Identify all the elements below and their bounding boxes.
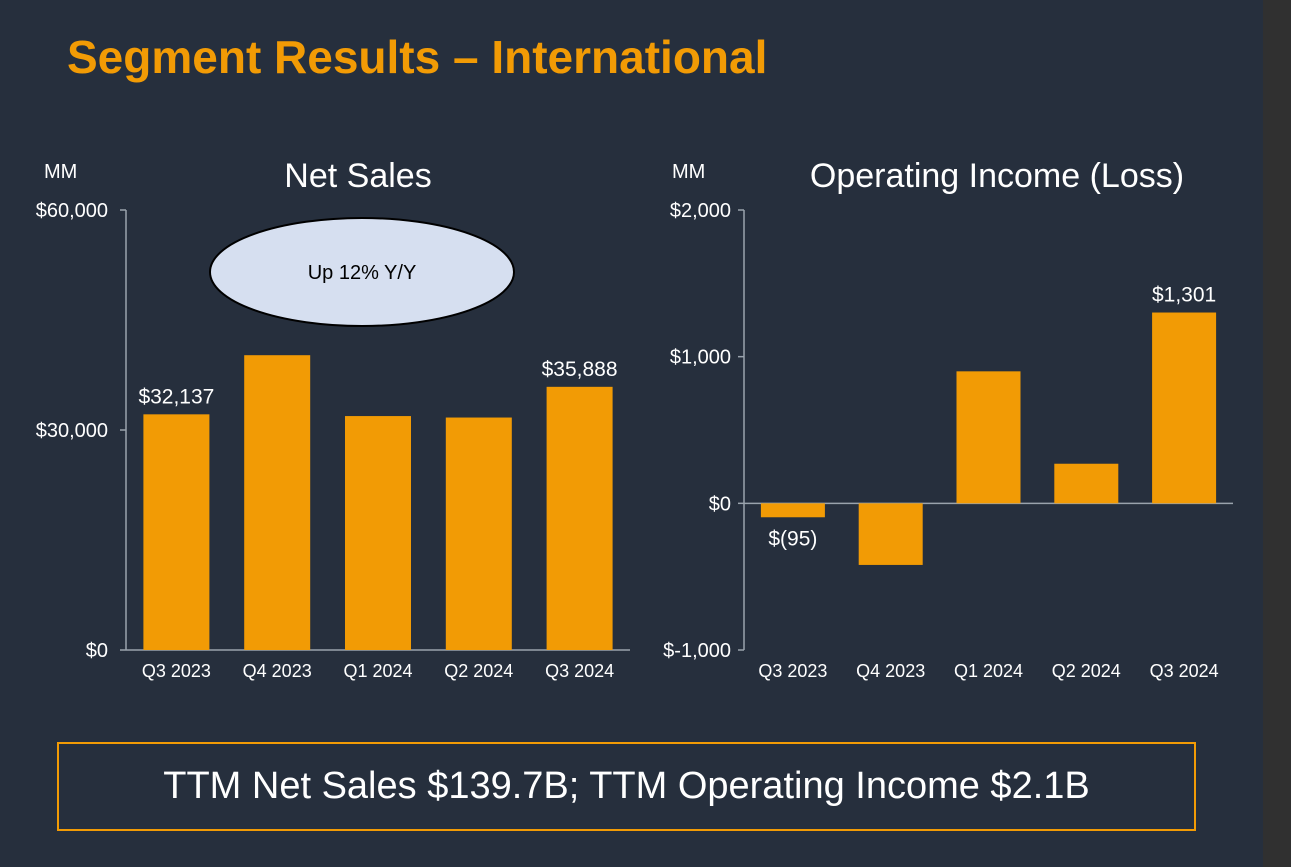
y-tick-label: $1,000 <box>670 347 731 369</box>
bar-q3-2024 <box>546 386 613 650</box>
y-tick-label: $30,000 <box>36 420 108 442</box>
chart-title: Operating Income (Loss) <box>810 157 1184 195</box>
x-tick-label: Q4 2023 <box>856 661 925 681</box>
bar-q3-2024 <box>1152 312 1217 504</box>
x-tick-label: Q2 2024 <box>1052 661 1121 681</box>
chart-title: Net Sales <box>284 157 431 195</box>
data-label: $32,137 <box>138 385 214 408</box>
callout-bubble <box>209 217 515 327</box>
y-tick-label: $60,000 <box>36 200 108 222</box>
x-tick-label: Q1 2024 <box>954 661 1023 681</box>
ttm-summary-text: TTM Net Sales $139.7B; TTM Operating Inc… <box>163 765 1090 807</box>
bar-q3-2023 <box>760 503 825 518</box>
ttm-summary-box: TTM Net Sales $139.7B; TTM Operating Inc… <box>57 742 1196 831</box>
bar-q1-2024 <box>345 416 411 650</box>
x-tick-label: Q3 2023 <box>142 661 211 681</box>
bar-q3-2023 <box>143 414 210 650</box>
x-tick-label: Q2 2024 <box>444 661 513 681</box>
y-tick-label: $2,000 <box>670 200 731 222</box>
bar-q2-2024 <box>445 417 512 650</box>
data-label: $1,301 <box>1152 284 1216 307</box>
x-tick-label: Q1 2024 <box>343 661 412 681</box>
bar-q2-2024 <box>1054 463 1119 504</box>
data-label: $(95) <box>768 527 817 550</box>
x-tick-label: Q3 2023 <box>758 661 827 681</box>
bar-q4-2023 <box>858 503 923 565</box>
window-edge-strip <box>1263 0 1291 867</box>
bar-q4-2023 <box>244 355 311 650</box>
net-sales-chart: Net Sales MM $0 $30,000 $60,000 Up 12% Y/Y Q3 … <box>36 157 630 681</box>
x-tick-label: Q4 2023 <box>243 661 312 681</box>
y-tick-label: $-1,000 <box>663 640 731 662</box>
callout-text: Up 12% Y/Y <box>308 262 417 284</box>
slide-title: Segment Results – International <box>67 31 768 83</box>
y-tick-label: $0 <box>86 640 108 662</box>
x-tick-label: Q3 2024 <box>545 661 614 681</box>
y-tick-label: $0 <box>709 493 731 515</box>
unit-label: MM <box>672 161 705 183</box>
operating-income-chart: Operating Income (Loss) MM $-1,000 $0 $1,000… <box>663 157 1233 681</box>
data-label: $35,888 <box>542 358 618 381</box>
unit-label: MM <box>44 161 77 183</box>
x-tick-label: Q3 2024 <box>1150 661 1219 681</box>
bar-q1-2024 <box>956 371 1021 504</box>
